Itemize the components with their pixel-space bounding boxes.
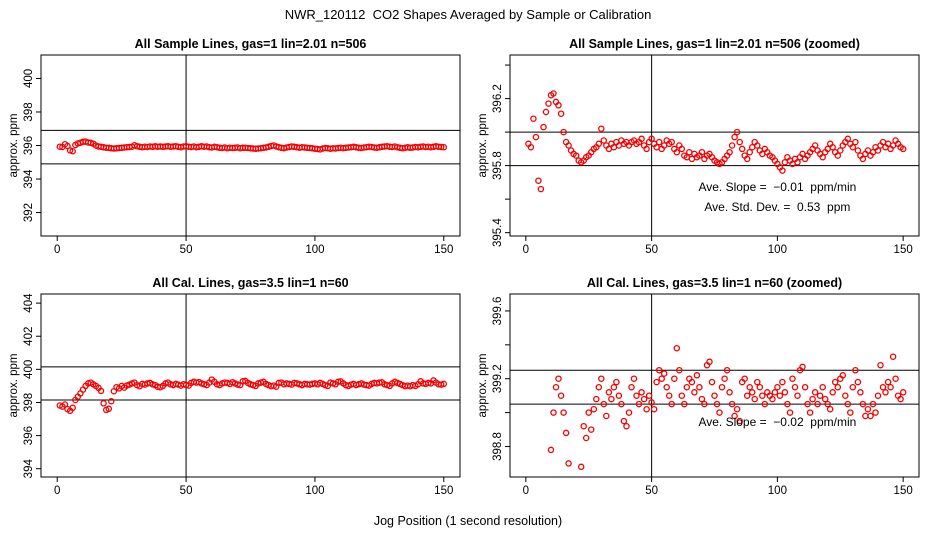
svg-text:150: 150 bbox=[434, 485, 453, 497]
svg-text:100: 100 bbox=[768, 244, 787, 256]
svg-text:400: 400 bbox=[23, 360, 35, 379]
x-axis: 0 50 100 150 bbox=[54, 477, 453, 497]
svg-text:150: 150 bbox=[434, 244, 453, 256]
svg-text:398.8: 398.8 bbox=[492, 432, 504, 461]
data-points bbox=[56, 138, 448, 155]
x-axis-title: Jog Position (1 second resolution) bbox=[373, 514, 563, 528]
y-axis-title: approx. ppm bbox=[477, 114, 489, 178]
plot-frame bbox=[509, 293, 920, 478]
panel-title-cal-zoomed: All Cal. Lines, gas=3.5 lin=1 n=60 (zoom… bbox=[586, 276, 843, 290]
panel-title-cal: All Cal. Lines, gas=3.5 lin=1 n=60 bbox=[152, 276, 349, 290]
annotation: Ave. Std. Dev. = 0.53 ppm bbox=[704, 200, 850, 214]
svg-text:50: 50 bbox=[645, 244, 658, 256]
panel: 0 50 100 150 392 394 396 398 400 approx. ppm bbox=[8, 54, 461, 256]
x-axis: 0 50 100 150 bbox=[54, 236, 453, 256]
svg-text:396.2: 396.2 bbox=[492, 84, 504, 113]
annotation: Ave. Slope = −0.02 ppm/min bbox=[698, 415, 856, 429]
svg-text:0: 0 bbox=[54, 244, 60, 256]
svg-text:150: 150 bbox=[894, 485, 913, 497]
svg-text:100: 100 bbox=[305, 244, 324, 256]
svg-text:0: 0 bbox=[54, 485, 60, 497]
x-axis: 0 50 100 150 bbox=[523, 236, 913, 256]
svg-text:396: 396 bbox=[23, 426, 35, 445]
svg-text:398: 398 bbox=[23, 393, 35, 412]
svg-text:100: 100 bbox=[768, 485, 787, 497]
svg-text:395.8: 395.8 bbox=[492, 151, 504, 180]
plot-frame bbox=[40, 293, 461, 478]
svg-text:50: 50 bbox=[180, 244, 193, 256]
svg-text:398: 398 bbox=[23, 102, 35, 121]
svg-text:402: 402 bbox=[23, 327, 35, 346]
plot-frame bbox=[509, 54, 920, 237]
svg-text:396: 396 bbox=[23, 136, 35, 155]
svg-text:394: 394 bbox=[23, 459, 35, 479]
svg-text:392: 392 bbox=[23, 203, 35, 222]
svg-text:399.6: 399.6 bbox=[492, 297, 504, 326]
svg-text:404: 404 bbox=[23, 293, 35, 313]
y-axis: 394 396 398 400 402 404 approx. ppm bbox=[8, 293, 41, 478]
svg-text:100: 100 bbox=[305, 485, 324, 497]
y-axis-title: approx. ppm bbox=[8, 114, 20, 178]
x-axis: 0 50 100 150 bbox=[523, 477, 913, 497]
annotation: Ave. Slope = −0.01 ppm/min bbox=[698, 180, 856, 194]
svg-text:394: 394 bbox=[23, 169, 35, 189]
panel-title-sample: All Sample Lines, gas=1 lin=2.01 n=506 bbox=[134, 37, 367, 51]
panel: 0 50 100 150 394 396 398 400 402 404 approx. ppm bbox=[8, 293, 461, 497]
data-points bbox=[525, 90, 907, 193]
svg-text:395.4: 395.4 bbox=[492, 218, 504, 247]
svg-text:50: 50 bbox=[645, 485, 658, 497]
svg-text:150: 150 bbox=[894, 244, 913, 256]
data-points bbox=[56, 376, 448, 415]
ref-lines bbox=[510, 294, 919, 477]
y-axis-title: approx. ppm bbox=[477, 354, 489, 418]
svg-text:0: 0 bbox=[523, 485, 529, 497]
svg-text:0: 0 bbox=[523, 244, 529, 256]
y-axis: 398.8 399.2 399.6 approx. ppm bbox=[477, 297, 510, 461]
y-axis-title: approx. ppm bbox=[8, 354, 20, 418]
panel-title-sample-zoomed: All Sample Lines, gas=1 lin=2.01 n=506 (… bbox=[569, 37, 860, 51]
main-title: NWR_120112 CO2 Shapes Averaged by Sample… bbox=[284, 7, 652, 22]
svg-text:399.2: 399.2 bbox=[492, 364, 504, 393]
panel: 0 50 100 150 398.8 399.2 399.6 approx. ppm Ave. … bbox=[477, 293, 920, 497]
y-axis: 392 394 396 398 400 approx. ppm bbox=[8, 69, 41, 222]
svg-text:50: 50 bbox=[180, 485, 193, 497]
data-points bbox=[547, 344, 907, 471]
svg-text:400: 400 bbox=[23, 69, 35, 88]
